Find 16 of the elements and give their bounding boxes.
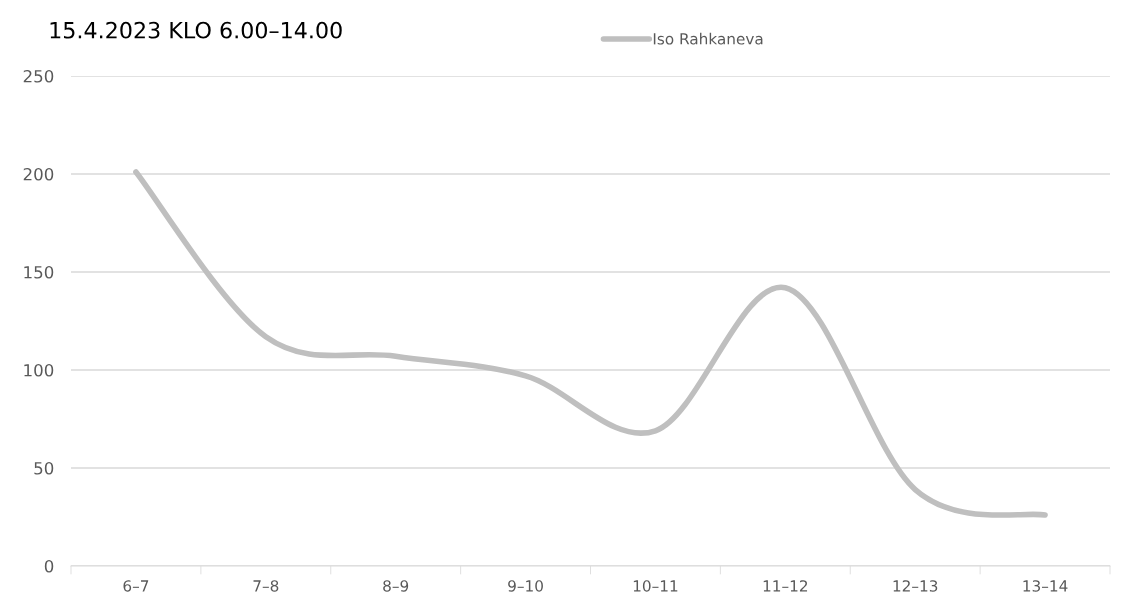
x-tick-label: 6–7 xyxy=(123,580,149,592)
y-tick-label: 100 xyxy=(24,363,54,377)
y-tick-label: 200 xyxy=(23,167,54,181)
y-tick-label: 50 xyxy=(34,461,54,475)
y-tick-label: 150 xyxy=(24,265,54,279)
x-tick-label: 11–12 xyxy=(763,580,808,592)
x-tick-label: 13–14 xyxy=(1023,580,1068,592)
chart-title: 15.4.2023 KLO 6.00–14.00 xyxy=(50,21,342,39)
x-tick-label: 7–8 xyxy=(253,580,279,592)
x-tick-label: 8–9 xyxy=(383,580,409,592)
x-tick-label: 9–10 xyxy=(508,580,543,592)
legend-label: Iso Rahkaneva xyxy=(653,32,763,45)
x-tick-label: 12–13 xyxy=(893,580,938,592)
y-tick-label: 0 xyxy=(44,559,54,573)
x-tick-label: 10–11 xyxy=(633,580,678,592)
y-tick-label: 250 xyxy=(23,69,54,83)
